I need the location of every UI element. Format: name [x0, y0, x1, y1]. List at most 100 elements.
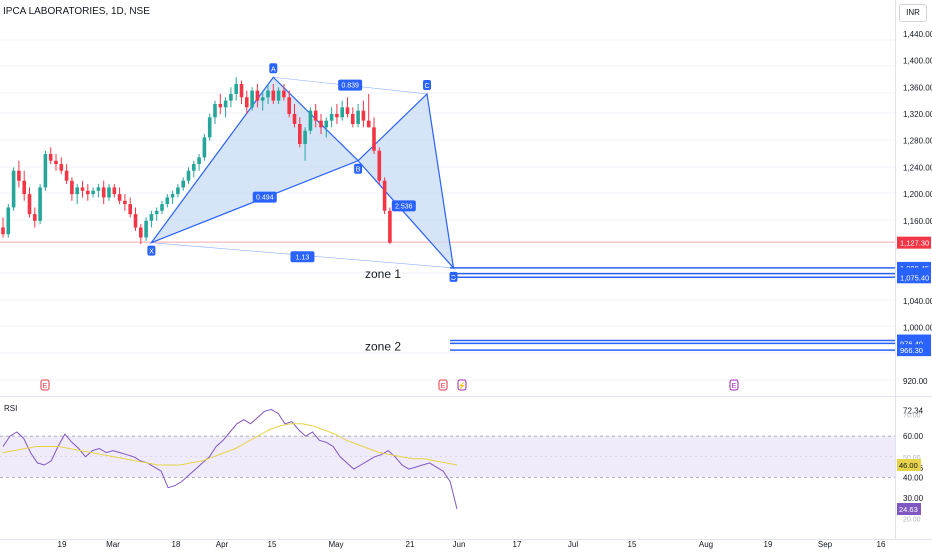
ratio-badge	[290, 251, 315, 263]
event-marker	[729, 379, 739, 391]
candle-body	[282, 90, 286, 98]
rsi-y-tick-label-faint: 20.00	[903, 517, 921, 524]
candle-body	[356, 110, 360, 124]
rsi-ma-line	[2, 423, 458, 466]
candle-body	[128, 204, 132, 215]
candle-body	[186, 170, 191, 181]
candle-body	[160, 204, 164, 211]
candle-body	[117, 194, 122, 201]
candle-body	[144, 220, 148, 238]
candle-body	[372, 127, 376, 151]
x-tick-label: 19	[58, 540, 67, 549]
candle-body	[340, 107, 344, 118]
rsi-y-tick-label-faint: 50.00	[903, 455, 921, 462]
y-tick-label: 1,320.00	[903, 110, 932, 119]
x-tick-label: Aug	[699, 540, 713, 549]
x-tick-label: Jun	[453, 540, 466, 549]
candle-body	[139, 227, 143, 238]
candle-body	[80, 187, 85, 191]
candle-body	[319, 120, 323, 128]
pattern-point-label: X	[149, 249, 154, 256]
zone-price-label: 966.30	[900, 346, 923, 355]
event-marker-label: E	[732, 383, 737, 390]
candle-body	[96, 187, 101, 191]
rsi-y-tick-label-faint: 70.00	[903, 413, 921, 420]
currency-button[interactable]: INR	[899, 4, 927, 22]
candle-body	[86, 190, 90, 195]
candle-body	[75, 187, 79, 195]
candle-body	[154, 210, 159, 215]
pane-label: RSI	[4, 404, 17, 413]
ratio-label: 0.494	[256, 195, 274, 202]
x-tick-label: Jul	[568, 540, 578, 549]
zone-price-badge	[897, 344, 931, 357]
candle-body	[123, 200, 127, 205]
candle-body	[70, 180, 74, 195]
x-tick-label: 15	[268, 540, 277, 549]
candle-body	[377, 150, 382, 181]
rsi-y-tick-label: 30.00	[903, 494, 924, 503]
candle-body	[361, 110, 366, 121]
ratio-line	[357, 160, 454, 269]
x-tick-label: Sep	[818, 540, 833, 549]
candle-body	[218, 103, 223, 108]
y-tick-label: 1,040.00	[903, 297, 932, 306]
event-marker	[40, 379, 50, 391]
candle-body	[181, 180, 185, 188]
rsi-y-tick-label: 60.00	[903, 432, 924, 441]
candle-body	[313, 110, 318, 121]
candle-body	[223, 100, 228, 108]
candle-body	[22, 180, 26, 195]
candle-body	[324, 120, 329, 128]
event-marker-label: ⚡	[458, 381, 467, 390]
rsi-y-tick-label: 72.34	[903, 407, 924, 416]
candle-body	[366, 120, 371, 128]
last-price-badge	[897, 236, 931, 249]
x-tick-label: 15	[628, 540, 637, 549]
event-marker	[457, 379, 467, 391]
event-marker	[438, 379, 448, 391]
candle-body	[250, 90, 254, 108]
candle-body	[48, 154, 53, 161]
candle-body	[149, 214, 154, 221]
zone-price-label: 976.40	[900, 339, 923, 348]
candle-body	[239, 83, 244, 98]
candle-body	[91, 190, 95, 195]
candle-body	[234, 83, 238, 94]
x-tick-label: May	[328, 540, 343, 549]
pattern-point-label: C	[424, 83, 429, 90]
candle-body	[276, 90, 281, 101]
candle-body	[54, 160, 58, 165]
ratio-label: 0.839	[341, 83, 359, 90]
x-tick-label: Mar	[106, 540, 120, 549]
candle-body	[345, 107, 350, 114]
x-tick-label: 18	[172, 540, 181, 549]
pattern-point-badge	[269, 63, 278, 74]
rsi-ma-badge	[897, 459, 921, 471]
y-tick-label: 1,160.00	[903, 217, 932, 226]
candle-body	[107, 187, 111, 198]
x-tick-label: 17	[513, 540, 522, 549]
last-price-label: 1,127.30	[900, 239, 929, 248]
candle-body	[229, 93, 233, 101]
candle-body	[165, 197, 170, 205]
candle-body	[1, 227, 5, 235]
pattern-point-label: B	[356, 167, 361, 174]
candle-body	[255, 90, 260, 101]
candle-body	[308, 110, 313, 131]
x-tick-label: 16	[877, 540, 886, 549]
candle-body	[351, 113, 355, 124]
pattern-point-badge	[354, 163, 363, 174]
candle-body	[303, 130, 307, 145]
candle-body	[38, 187, 42, 221]
candle-body	[176, 187, 180, 195]
rsi-line	[2, 408, 458, 510]
candle-body	[213, 103, 217, 118]
candle-body	[298, 123, 302, 145]
symbol-title[interactable]: IPCA LABORATORIES, 1D, NSE	[3, 6, 150, 17]
candle-body	[133, 214, 138, 228]
candle-body	[287, 97, 291, 114]
ratio-badge	[338, 79, 363, 91]
pattern-point-badge	[423, 79, 431, 90]
